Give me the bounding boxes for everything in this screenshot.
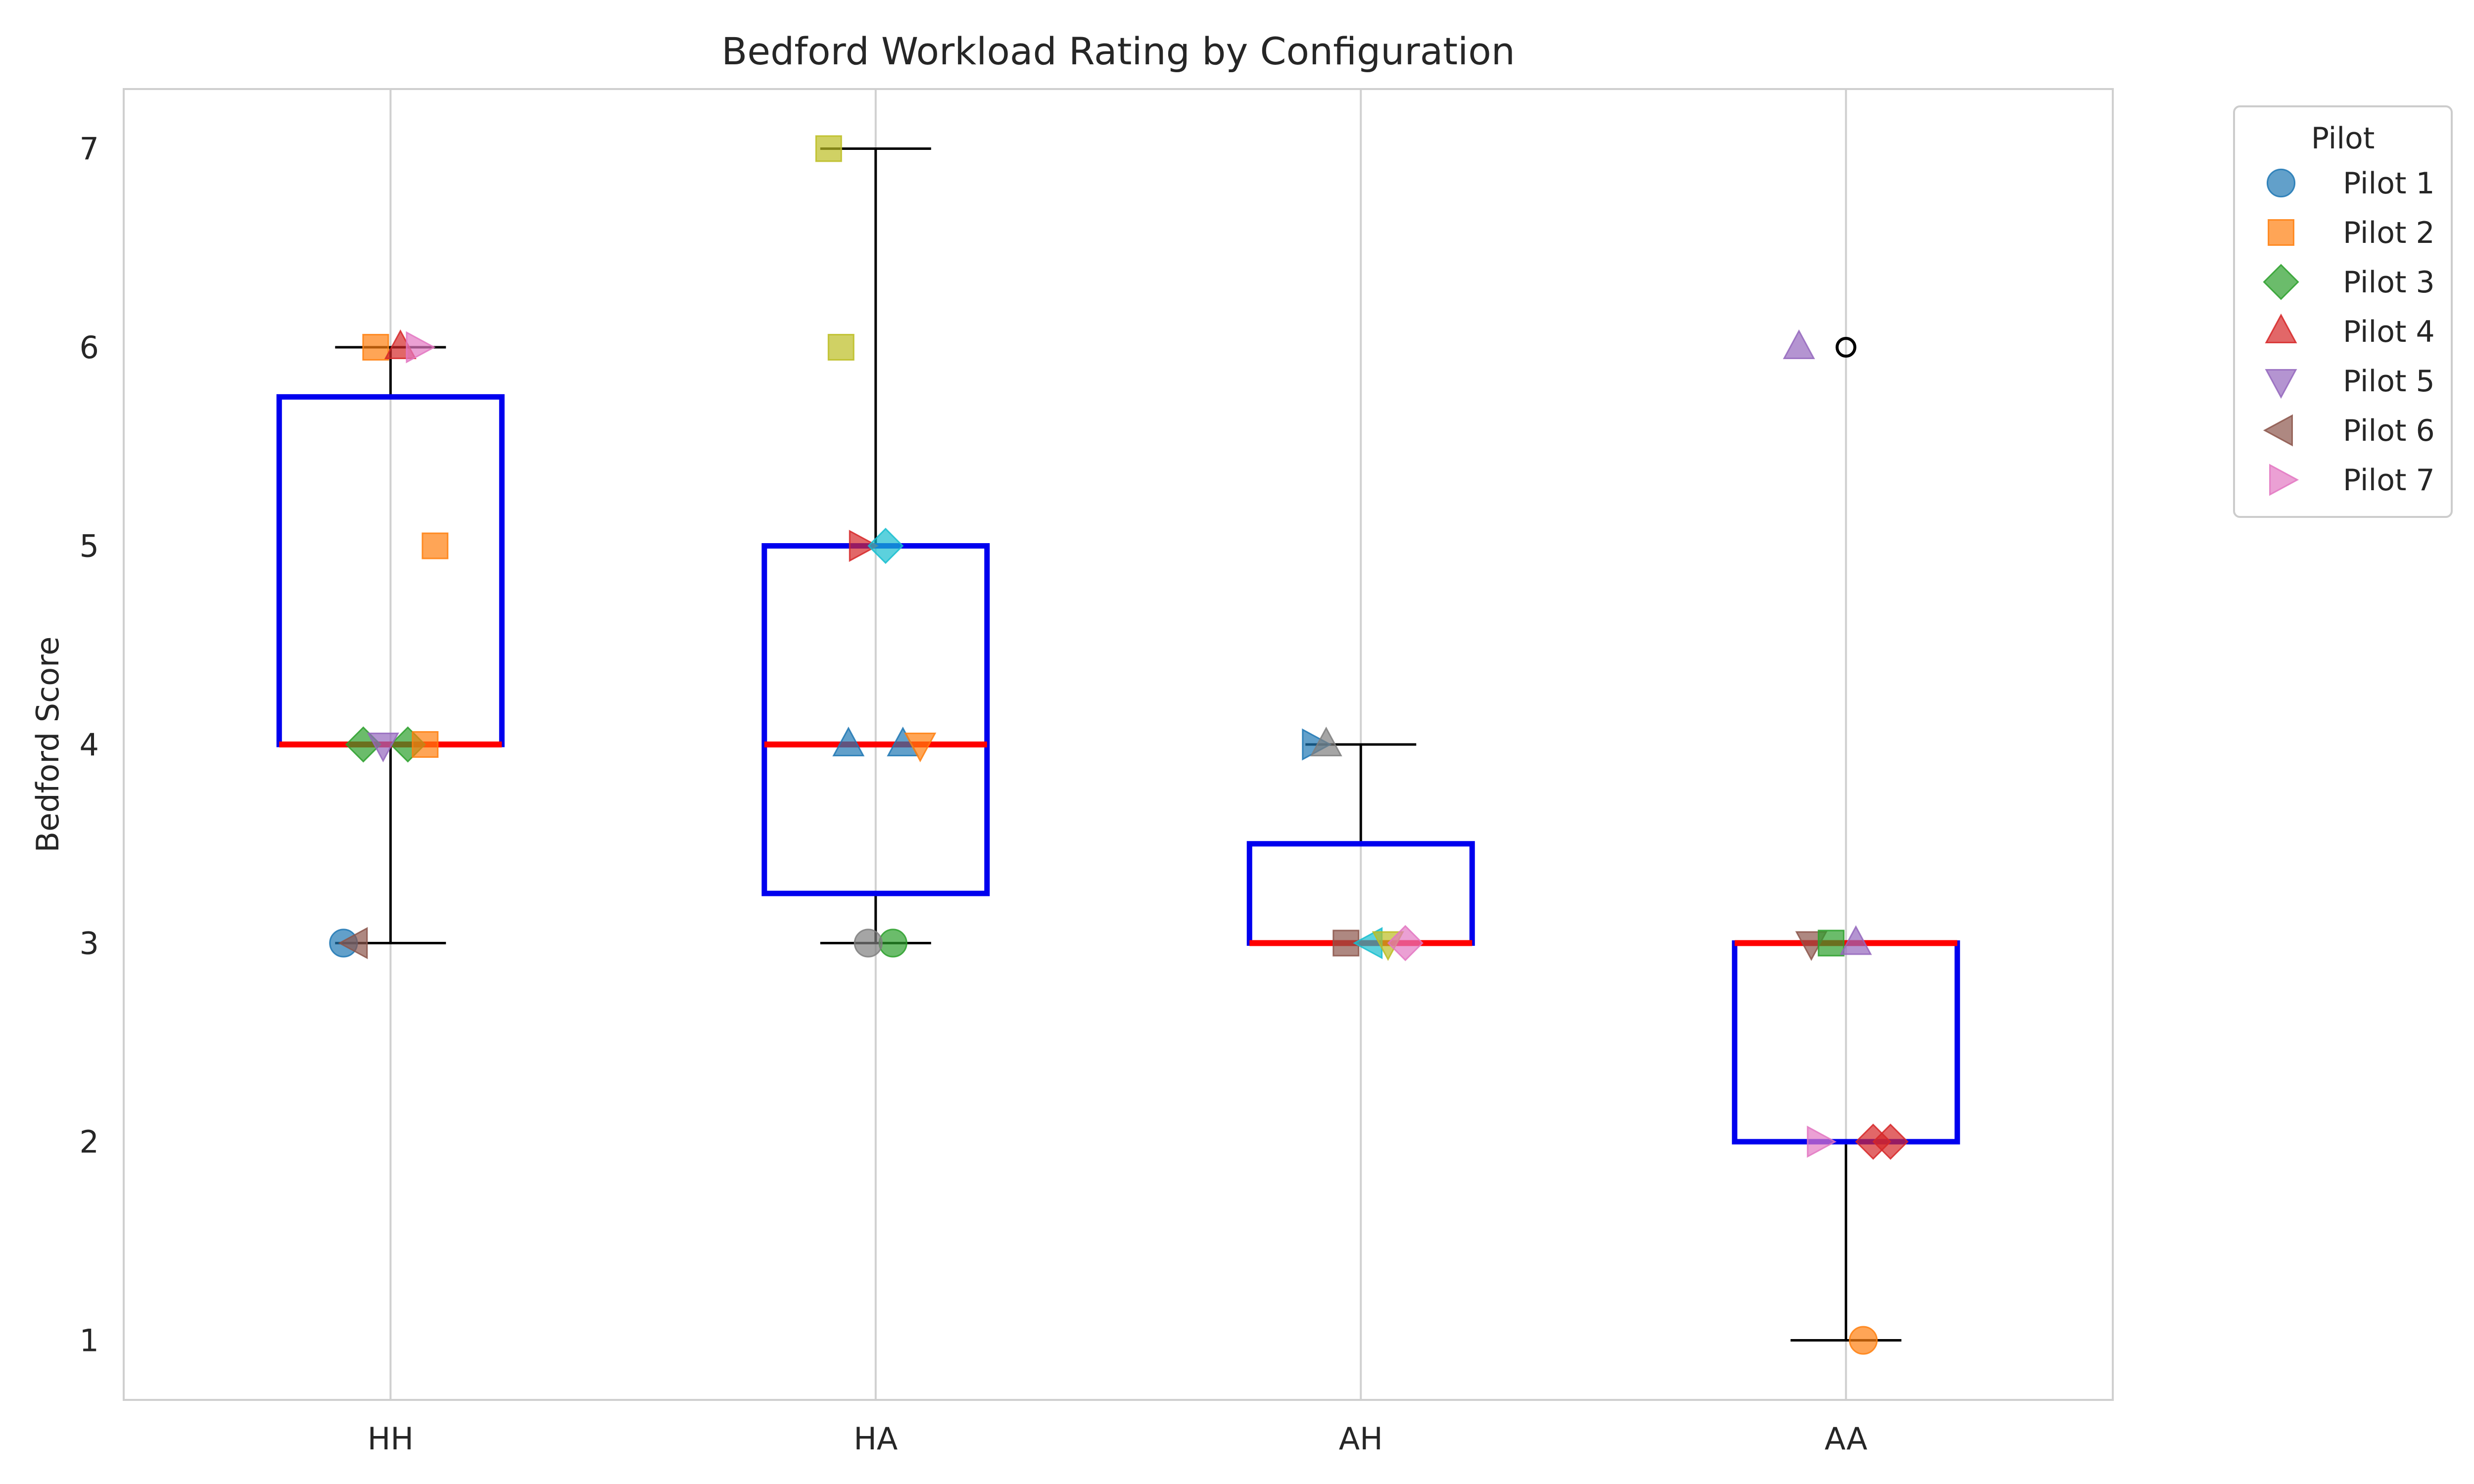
y-axis-title: Bedford Score xyxy=(30,637,66,853)
legend-label: Pilot 4 xyxy=(2343,315,2435,349)
legend-label: Pilot 3 xyxy=(2343,265,2435,300)
plot-frame xyxy=(123,88,2114,1401)
legend-marker xyxy=(2265,313,2297,343)
data-point xyxy=(1783,329,1815,359)
data-point xyxy=(422,532,449,559)
axis-layer: HH HA AH AA 1 2 3 4 5 6 7 xyxy=(80,131,1867,1457)
data-point xyxy=(1840,925,1872,955)
data-point xyxy=(867,527,904,564)
box-AA xyxy=(1732,336,1960,1342)
legend-label: Pilot 1 xyxy=(2343,166,2435,201)
legend-marker xyxy=(2263,264,2299,300)
legend-marker xyxy=(2269,464,2299,496)
data-point xyxy=(1387,925,1424,962)
legend-item[interactable]: Pilot 1 xyxy=(2266,166,2435,201)
data-point xyxy=(406,331,436,364)
data-point xyxy=(815,135,842,162)
legend-title: Pilot xyxy=(2311,121,2375,156)
legend-item[interactable]: Pilot 2 xyxy=(2268,216,2435,250)
x-tick-label: HA xyxy=(854,1421,898,1457)
x-tick-label: AH xyxy=(1339,1421,1383,1457)
y-tick-label: 6 xyxy=(80,329,99,366)
legend-item[interactable]: Pilot 4 xyxy=(2265,313,2435,349)
data-point xyxy=(904,733,937,763)
legend-item[interactable]: Pilot 7 xyxy=(2269,463,2435,498)
legend-label: Pilot 6 xyxy=(2343,414,2435,448)
legend-frame xyxy=(2233,105,2453,518)
legend-label: Pilot 5 xyxy=(2343,364,2435,399)
legend-item[interactable]: Pilot 3 xyxy=(2263,264,2435,300)
y-tick-label: 2 xyxy=(80,1124,99,1160)
data-point xyxy=(362,333,389,361)
data-point xyxy=(1807,1125,1837,1158)
data-point xyxy=(854,928,883,958)
legend[interactable]: Pilot Pilot 1 Pilot 2 Pilot 3 Pilot 4 Pilot 5… xyxy=(2233,105,2453,518)
x-tick-label: AA xyxy=(1824,1421,1867,1457)
data-point xyxy=(827,333,855,361)
legend-item[interactable]: Pilot 6 xyxy=(2263,414,2435,448)
data-point xyxy=(367,733,399,763)
data-point xyxy=(1310,726,1342,756)
y-tick-label: 5 xyxy=(80,528,99,564)
data-point xyxy=(338,927,368,960)
data-point xyxy=(849,529,879,562)
x-tick-label: HH xyxy=(368,1421,414,1457)
chart-title: Bedford Workload Rating by Configuration xyxy=(721,29,1515,73)
legend-label: Pilot 2 xyxy=(2343,216,2435,250)
legend-item[interactable]: Pilot 5 xyxy=(2265,364,2435,399)
y-tick-label: 1 xyxy=(80,1323,99,1359)
legend-label: Pilot 7 xyxy=(2343,463,2435,498)
legend-marker xyxy=(2265,369,2297,399)
y-tick-label: 4 xyxy=(80,727,99,763)
data-point xyxy=(412,731,439,758)
outlier-point xyxy=(1835,336,1856,358)
data-point xyxy=(832,726,865,756)
legend-marker xyxy=(2268,219,2294,246)
point-layer xyxy=(329,135,1909,1355)
y-tick-label: 3 xyxy=(80,926,99,962)
data-point xyxy=(878,928,907,958)
data-point xyxy=(1872,1123,1909,1160)
data-point xyxy=(1817,929,1845,957)
y-tick-label: 7 xyxy=(80,131,99,167)
legend-marker xyxy=(2263,414,2293,447)
legend-marker xyxy=(2266,168,2296,198)
data-point xyxy=(1849,1326,1878,1355)
